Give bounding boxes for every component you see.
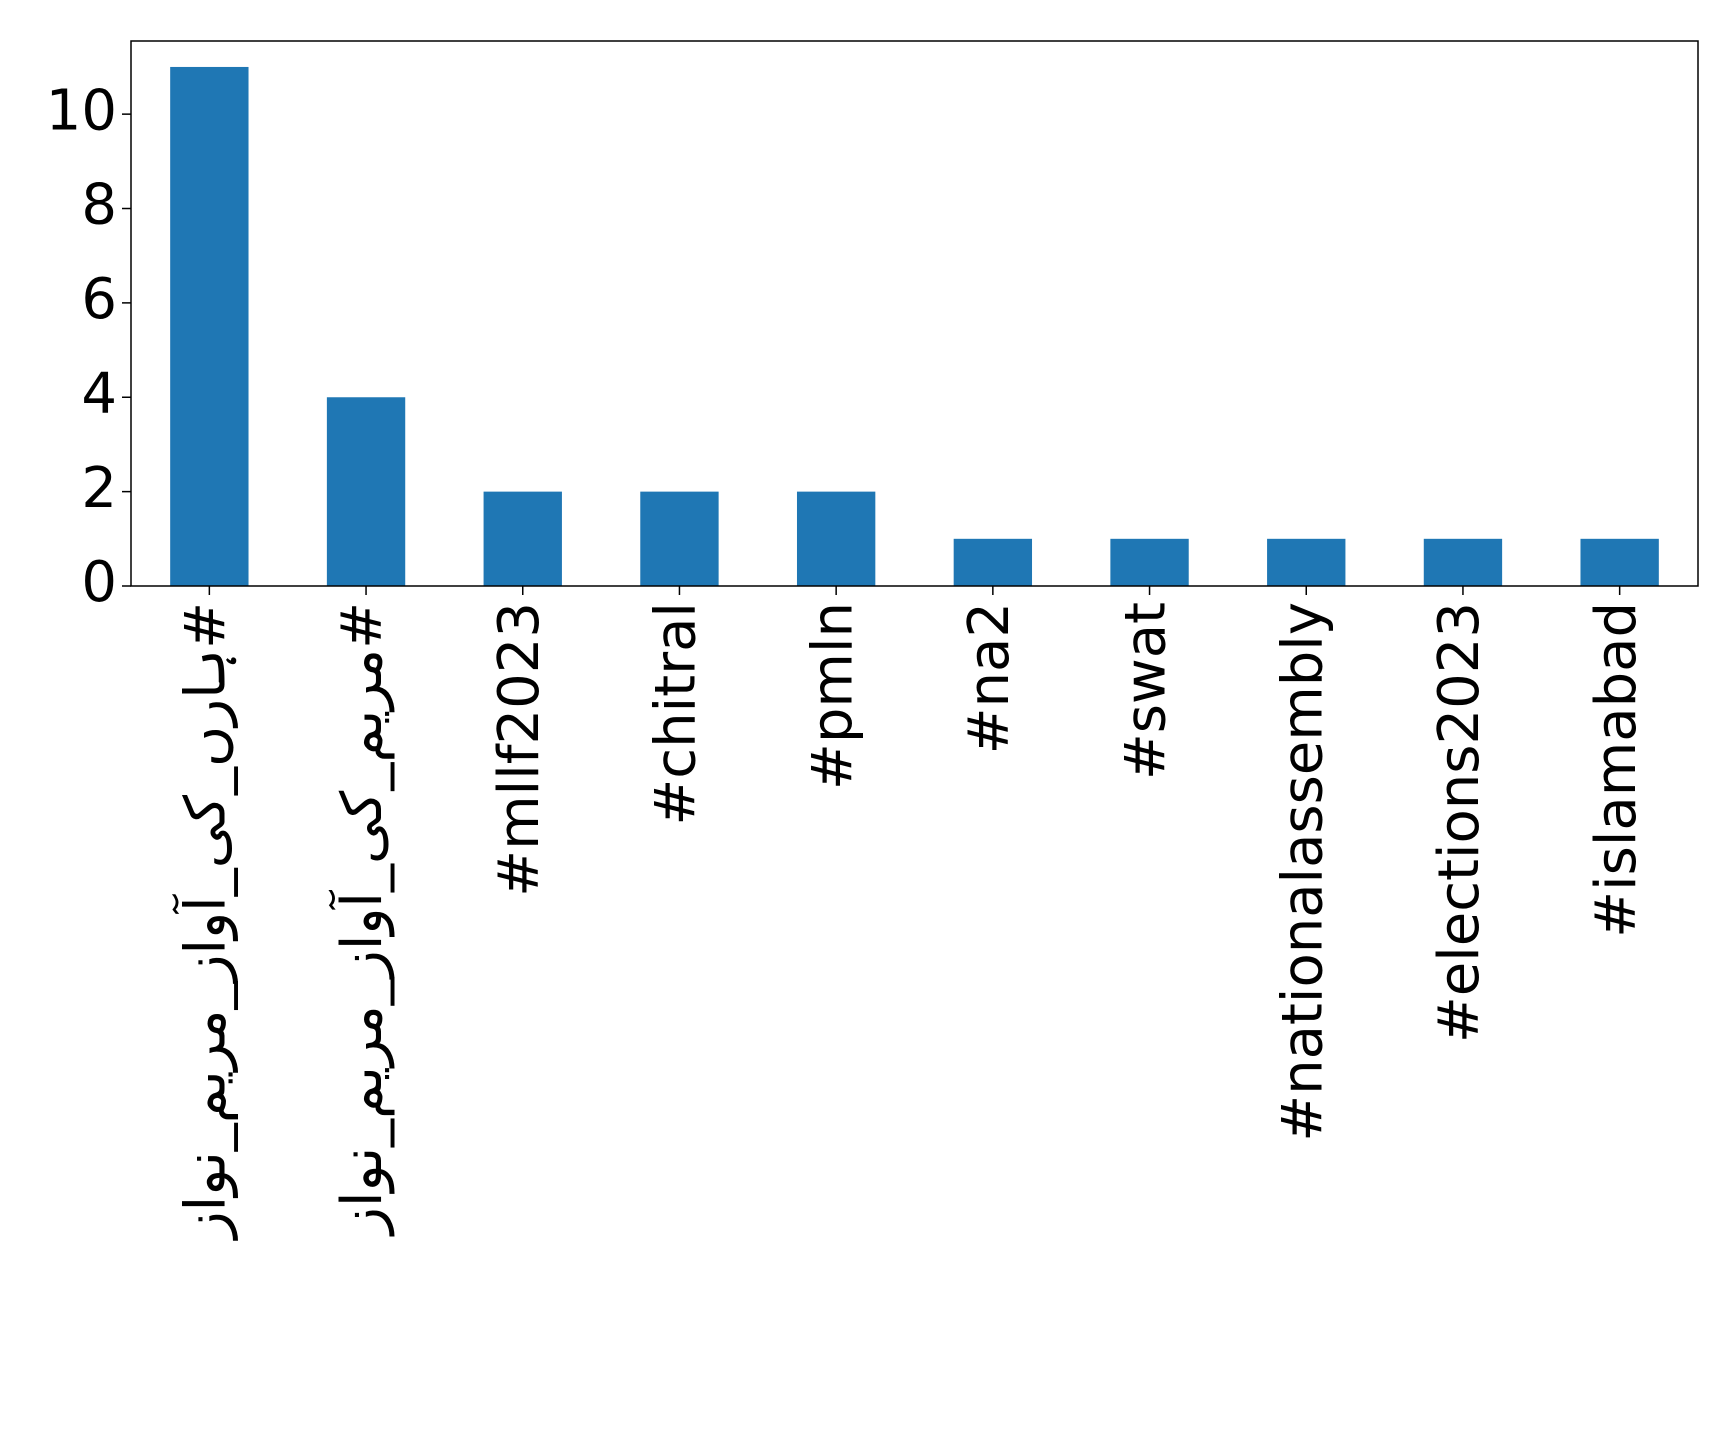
x-tick-label: #pmln bbox=[800, 602, 865, 790]
y-tick-label: 0 bbox=[81, 550, 117, 615]
bar bbox=[1267, 538, 1346, 586]
y-tick-label: 8 bbox=[81, 173, 117, 238]
bar bbox=[640, 491, 719, 586]
bar bbox=[796, 491, 876, 586]
bar bbox=[483, 491, 562, 586]
bar bbox=[953, 538, 1033, 586]
y-tick-label: 4 bbox=[81, 361, 117, 426]
x-tick-label: #chitral bbox=[644, 602, 709, 826]
y-tick-label: 10 bbox=[46, 78, 117, 143]
bar bbox=[1423, 538, 1503, 586]
y-tick-label: 6 bbox=[81, 267, 117, 332]
x-tick-label: #islamabad bbox=[1584, 602, 1649, 938]
y-tick-label: 2 bbox=[81, 456, 117, 521]
bar bbox=[170, 66, 249, 586]
x-tick-label: #swat bbox=[1114, 602, 1179, 780]
bar bbox=[1110, 538, 1189, 586]
x-tick-label: #ہارں_کی_آواز_مریم_نواز bbox=[171, 602, 238, 1241]
bar bbox=[326, 397, 406, 586]
x-tick-label: #nationalassembly bbox=[1270, 602, 1335, 1142]
bar bbox=[1580, 538, 1659, 586]
plot-frame bbox=[130, 40, 1699, 587]
x-tick-label: #mllf2023 bbox=[487, 602, 552, 897]
x-tick-label: #مریم_کی_آواز_مریم_نواز bbox=[328, 602, 395, 1237]
x-tick-label: #na2 bbox=[957, 602, 1022, 754]
x-tick-label: #elections2023 bbox=[1427, 602, 1492, 1043]
